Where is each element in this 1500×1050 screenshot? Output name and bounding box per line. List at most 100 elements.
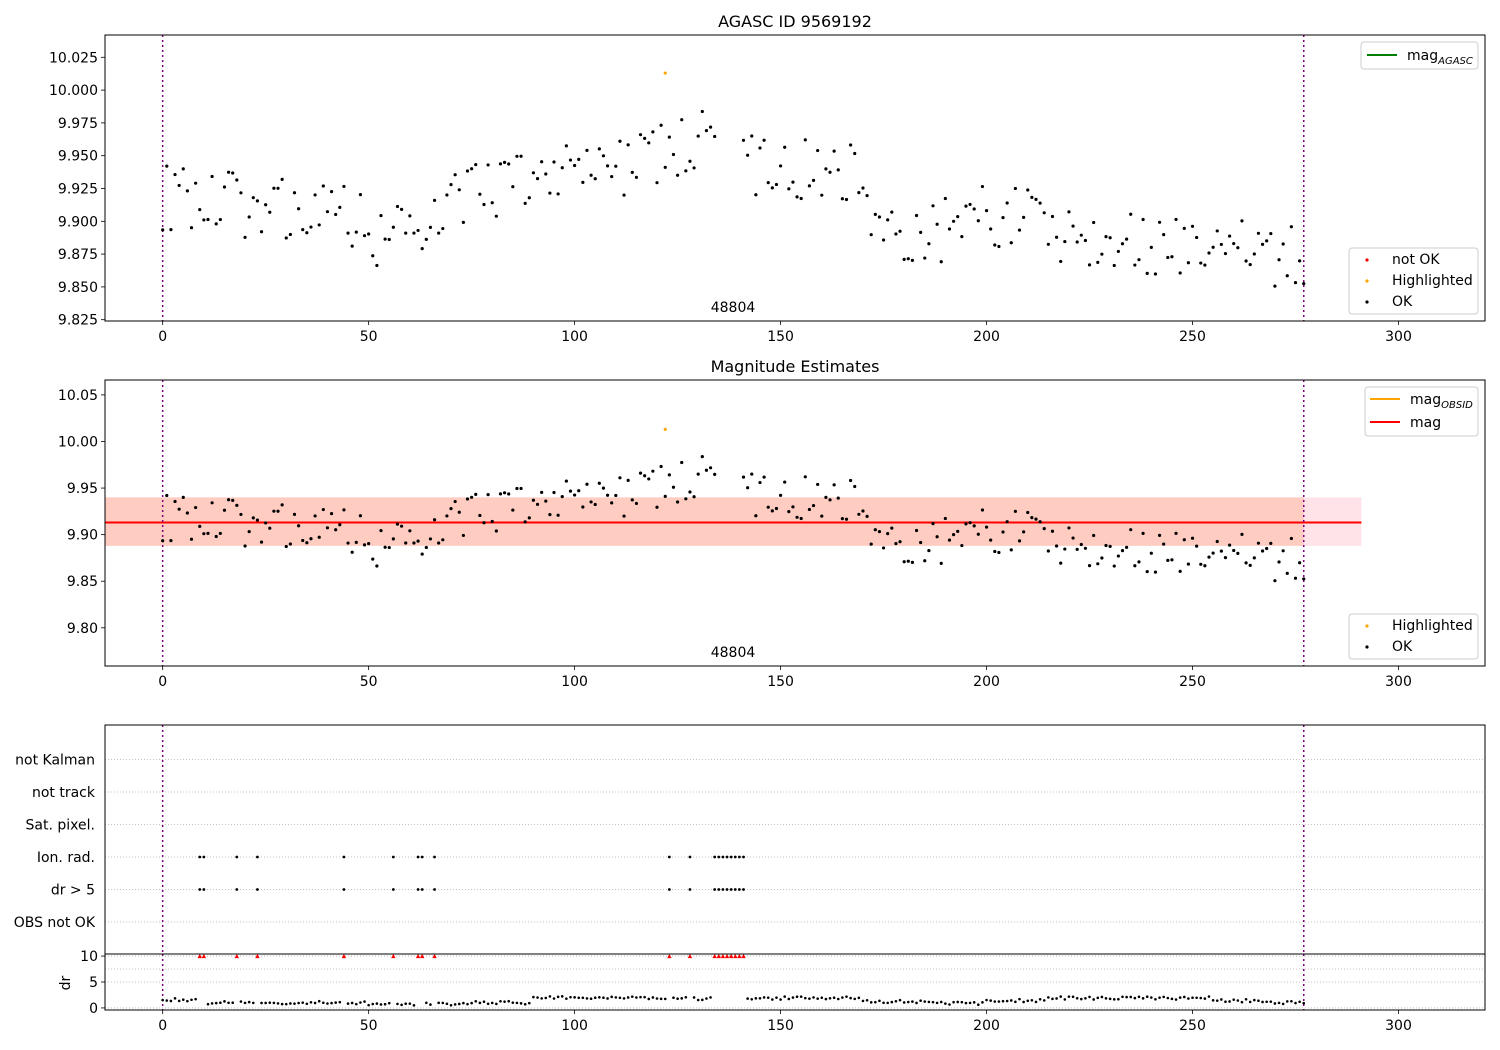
- dr-point: [429, 1003, 432, 1006]
- dr-point: [709, 996, 712, 999]
- dr-point: [223, 1000, 226, 1003]
- ok-point: [1063, 547, 1067, 551]
- ok-point: [531, 171, 536, 175]
- dr-point: [1253, 998, 1256, 1002]
- legend-ok-label: OK: [1392, 294, 1413, 310]
- ok-point: [1026, 188, 1030, 192]
- dr-point: [602, 996, 605, 999]
- legend-magnitude-points: Highlighted OK: [1348, 613, 1479, 660]
- ok-point: [1133, 263, 1137, 267]
- ok-point: [1244, 561, 1248, 565]
- ok-point: [1162, 232, 1166, 237]
- dr-point: [779, 998, 782, 1001]
- ok-point: [371, 557, 375, 561]
- ok-point: [881, 238, 886, 242]
- ok-point: [993, 549, 997, 554]
- ok-point: [210, 501, 214, 505]
- ok-point: [1092, 533, 1096, 538]
- dr-point: [902, 1001, 906, 1004]
- dr-point: [301, 1001, 305, 1004]
- flag-point: [416, 888, 420, 891]
- ok-point: [1298, 259, 1302, 263]
- dr-point: [404, 1002, 408, 1006]
- ok-point: [700, 455, 704, 459]
- ok-point: [1281, 549, 1285, 553]
- ok-point: [894, 232, 898, 236]
- ok-point: [692, 495, 696, 499]
- ok-point: [671, 152, 676, 157]
- panel-agasc: AGASC ID 9569192 9.825 9.850 9.875 9.900 9.9…: [49, 12, 1486, 345]
- dr-clipped-marker: [720, 953, 726, 959]
- ok-point: [1289, 536, 1293, 541]
- ok-point: [638, 471, 643, 475]
- ok-point: [807, 184, 812, 188]
- dr-point: [1096, 996, 1100, 1000]
- ok-point: [1042, 527, 1046, 531]
- y-tick-label: 9.95: [67, 481, 98, 497]
- ok-point: [1075, 547, 1079, 551]
- ok-point: [1071, 224, 1075, 228]
- dr-point: [865, 998, 869, 1002]
- ok-point: [947, 227, 952, 231]
- ok-point: [441, 538, 445, 542]
- ok-point: [305, 231, 309, 235]
- ok-point: [820, 514, 824, 518]
- dr-point: [1009, 999, 1013, 1002]
- dr-point: [499, 1000, 502, 1003]
- dr-point: [1182, 995, 1186, 999]
- dr-point: [927, 1000, 931, 1004]
- dr-point: [1195, 996, 1198, 1000]
- ok-point: [161, 539, 165, 543]
- dr-point: [836, 997, 840, 1001]
- x-tick-label: 100: [561, 329, 588, 345]
- ok-point: [350, 244, 354, 248]
- ok-point: [391, 537, 395, 541]
- ok-point: [1046, 549, 1050, 553]
- dr-point: [948, 1003, 951, 1006]
- dr-point: [165, 999, 169, 1002]
- ok-point: [268, 210, 272, 214]
- ok-point: [309, 537, 313, 541]
- highlighted-point: [663, 71, 667, 75]
- ok-point: [803, 138, 807, 142]
- ok-point: [408, 529, 412, 533]
- ok-point: [1133, 564, 1137, 568]
- dr-point: [758, 996, 762, 1000]
- ok-point: [1293, 281, 1298, 285]
- legend-mag-label: mag: [1410, 415, 1441, 431]
- dr-point: [663, 997, 667, 1001]
- ok-point: [980, 508, 985, 512]
- ok-point: [750, 134, 754, 138]
- dr-point: [795, 995, 799, 999]
- ok-point: [597, 147, 601, 151]
- ok-point: [581, 505, 585, 509]
- ok-point: [573, 493, 577, 497]
- dr-point: [507, 999, 511, 1003]
- dr-point: [490, 1001, 494, 1005]
- ok-point: [589, 500, 593, 504]
- ok-point: [305, 541, 309, 545]
- flag-point: [688, 855, 692, 859]
- ok-point: [1104, 235, 1108, 239]
- ok-point: [696, 472, 700, 476]
- flag-point: [717, 855, 721, 859]
- ok-point: [1260, 549, 1265, 553]
- y-tick-label: 10.00: [58, 434, 98, 450]
- ok-point: [704, 129, 709, 133]
- ok-point: [478, 192, 482, 196]
- flag-point: [729, 888, 733, 891]
- ok-point: [412, 541, 416, 545]
- ok-point: [568, 158, 573, 162]
- ok-point: [1157, 533, 1162, 537]
- ok-point: [309, 225, 313, 229]
- ok-point: [395, 522, 400, 526]
- dr-point: [251, 1001, 255, 1005]
- ok-point: [964, 204, 968, 208]
- ok-point: [387, 237, 391, 242]
- dr-point: [672, 996, 675, 999]
- dr-point: [593, 996, 597, 999]
- ok-point: [1009, 241, 1013, 245]
- ok-point: [1248, 563, 1252, 567]
- ok-point: [1067, 526, 1071, 530]
- ok-point: [556, 513, 560, 517]
